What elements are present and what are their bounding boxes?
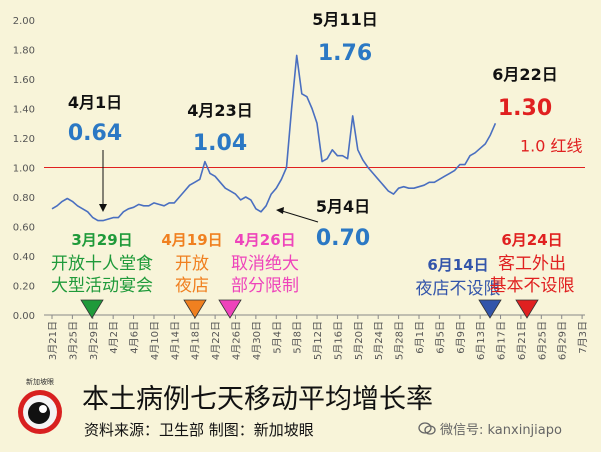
annotation-date: 6月22日 bbox=[492, 65, 557, 84]
x-tick-label: 5月12日 bbox=[312, 321, 324, 360]
x-tick-label: 6月1日 bbox=[414, 321, 426, 354]
event-date: 6月14日 bbox=[427, 256, 488, 274]
event-date: 3月29日 bbox=[71, 231, 132, 249]
x-tick-label: 6月21日 bbox=[516, 321, 528, 360]
x-tick-label: 4月26日 bbox=[230, 321, 242, 360]
reference-label: 1.0 红线 bbox=[520, 137, 583, 156]
event-text: 开放十人堂食 bbox=[51, 254, 153, 274]
source-text: 资料来源：卫生部 制图：新加坡眼 bbox=[84, 421, 314, 439]
y-tick-label: 0.20 bbox=[13, 282, 35, 293]
x-tick-label: 5月8日 bbox=[292, 321, 304, 354]
x-tick-label: 5月24日 bbox=[373, 321, 385, 360]
annotation-value: 0.70 bbox=[316, 226, 370, 251]
y-tick-label: 2.00 bbox=[13, 16, 35, 27]
x-tick-label: 6月9日 bbox=[455, 321, 467, 354]
y-tick-label: 0.00 bbox=[13, 311, 35, 322]
x-tick-label: 3月25日 bbox=[67, 321, 79, 360]
x-tick-label: 4月6日 bbox=[129, 321, 141, 354]
event-date: 4月26日 bbox=[234, 231, 295, 249]
x-tick-label: 4月18日 bbox=[190, 321, 202, 360]
x-tick-label: 7月3日 bbox=[577, 321, 589, 354]
annotation-date: 5月4日 bbox=[316, 197, 370, 216]
footer bbox=[0, 370, 601, 452]
x-tick-label: 4月2日 bbox=[108, 321, 120, 354]
annotation-date: 5月11日 bbox=[312, 10, 377, 29]
x-tick-label: 6月5日 bbox=[434, 321, 446, 354]
x-tick-label: 6月29日 bbox=[557, 321, 569, 360]
y-tick-label: 0.60 bbox=[13, 223, 35, 234]
arrow-head bbox=[276, 207, 284, 214]
x-tick-label: 3月29日 bbox=[88, 321, 100, 360]
annotation-date: 4月23日 bbox=[187, 101, 252, 120]
series bbox=[51, 54, 497, 222]
event-date: 6月24日 bbox=[501, 231, 562, 249]
x-tick-label: 4月30日 bbox=[251, 321, 263, 360]
chart: 0.00 0.20 0.40 0.60 0.80 1.00 1.20 1.40 1.60 1.80… bbox=[13, 10, 589, 360]
arrow-head bbox=[99, 204, 107, 212]
event-marker bbox=[183, 299, 207, 319]
wechat-icon bbox=[418, 422, 436, 435]
x-tick-label: 4月22日 bbox=[210, 321, 222, 360]
event-text: 夜店 bbox=[175, 276, 209, 296]
y-tick-label: 1.60 bbox=[13, 75, 35, 86]
x-tick-label: 5月4日 bbox=[271, 321, 283, 354]
event-text: 客工外出 bbox=[498, 254, 566, 274]
arrow-line bbox=[281, 210, 319, 223]
event-marker bbox=[80, 299, 104, 319]
event-marker bbox=[218, 299, 242, 319]
x-tick-label: 5月16日 bbox=[332, 321, 344, 360]
event-text: 基本不设限 bbox=[490, 276, 575, 296]
chart-title: 本土病例七天移动平均增长率 bbox=[82, 384, 433, 415]
event-text: 夜店不设限 bbox=[416, 279, 501, 299]
annotation-value: 1.04 bbox=[193, 131, 247, 156]
wechat-watermark: 微信号: kanxinjiapo bbox=[418, 419, 562, 438]
x-tick-label: 3月21日 bbox=[47, 321, 59, 360]
x-tick-label: 4月10日 bbox=[149, 321, 161, 360]
x-tick-label: 5月28日 bbox=[394, 321, 406, 360]
event-marker bbox=[478, 299, 502, 319]
annotation-value: 0.64 bbox=[68, 121, 122, 146]
x-tick-label: 6月25日 bbox=[536, 321, 548, 360]
annotations: 4月1日 0.64 4月23日 1.04 5月4日 0.70 5月11日 1.76 6月22日 1… bbox=[68, 10, 558, 251]
logo-text: 新加坡眼 bbox=[26, 377, 54, 386]
logo: 新加坡眼 bbox=[18, 377, 62, 434]
event-text: 大型活动宴会 bbox=[51, 276, 153, 296]
event-text: 取消绝大 bbox=[231, 254, 299, 274]
event-date: 4月19日 bbox=[161, 231, 222, 249]
axes: 0.00 0.20 0.40 0.60 0.80 1.00 1.20 1.40 1.60 1.80… bbox=[13, 16, 589, 360]
series-line-0 bbox=[51, 54, 497, 222]
event-marker bbox=[515, 299, 539, 319]
y-tick-label: 1.20 bbox=[13, 134, 35, 145]
wechat-id: 微信号: kanxinjiapo bbox=[440, 423, 562, 438]
event-text: 部分限制 bbox=[231, 276, 299, 296]
event-text: 开放 bbox=[175, 254, 209, 274]
reference-line: 1.0 红线 bbox=[44, 137, 585, 168]
x-tick-label: 4月14日 bbox=[169, 321, 181, 360]
x-tick-label: 6月17日 bbox=[496, 321, 508, 360]
x-tick-label: 6月13日 bbox=[475, 321, 487, 360]
y-tick-label: 1.40 bbox=[13, 105, 35, 116]
y-tick-label: 1.00 bbox=[13, 164, 35, 175]
x-tick-label: 5月20日 bbox=[353, 321, 365, 360]
y-tick-label: 0.40 bbox=[13, 252, 35, 263]
y-tick-label: 1.80 bbox=[13, 46, 35, 57]
annotation-value: 1.76 bbox=[318, 41, 372, 66]
annotation-value: 1.30 bbox=[498, 96, 552, 121]
y-tick-label: 0.80 bbox=[13, 193, 35, 204]
annotation-date: 4月1日 bbox=[68, 93, 122, 112]
